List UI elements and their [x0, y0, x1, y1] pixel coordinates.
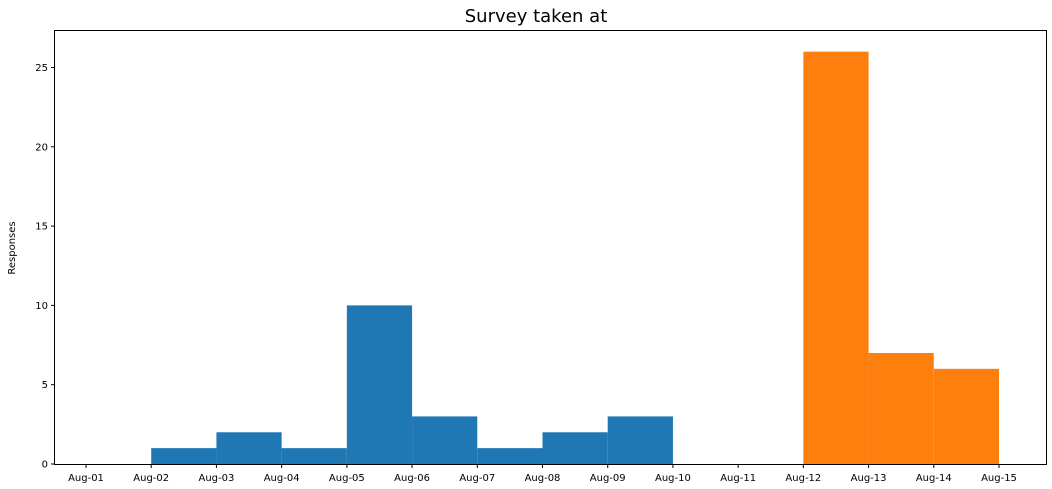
x-tick-label: Aug-02 [133, 473, 169, 484]
y-tick-label: 25 [35, 63, 48, 74]
bars-layer [151, 51, 999, 464]
x-tick-label: Aug-06 [394, 473, 430, 484]
bar-aug-05-series-1 [346, 305, 413, 464]
x-axis-ticks: Aug-01 Aug-02 Aug-03 Aug-04 Aug-05 Aug-06 Aug-… [68, 464, 1017, 484]
x-tick-label: Aug-14 [916, 473, 952, 484]
bar-aug-12-series-2 [803, 51, 869, 464]
y-axis-label: Responses [7, 221, 18, 274]
bar-aug-06-series-1 [412, 416, 478, 464]
y-tick-label: 0 [42, 460, 48, 471]
x-tick-label: Aug-13 [851, 473, 887, 484]
x-tick-label: Aug-15 [981, 473, 1017, 484]
bar-aug-07-series-1 [477, 448, 543, 464]
bar-aug-09-series-1 [607, 416, 673, 464]
x-tick-label: Aug-03 [198, 473, 234, 484]
bar-aug-02-series-1 [151, 448, 217, 464]
bar-aug-14-series-2 [933, 368, 999, 464]
x-tick-label: Aug-01 [68, 473, 104, 484]
bar-aug-04-series-1 [281, 448, 347, 464]
x-tick-label: Aug-11 [720, 473, 756, 484]
y-tick-label: 10 [35, 301, 48, 312]
bar-aug-08-series-1 [542, 432, 608, 464]
x-tick-label: Aug-08 [525, 473, 561, 484]
x-tick-label: Aug-12 [785, 473, 821, 484]
x-tick-label: Aug-07 [459, 473, 495, 484]
x-tick-label: Aug-05 [329, 473, 365, 484]
y-tick-label: 15 [35, 222, 48, 233]
y-tick-label: 5 [42, 380, 48, 391]
x-tick-label: Aug-09 [590, 473, 626, 484]
y-tick-label: 20 [35, 142, 48, 153]
chart-title: Survey taken at [465, 6, 608, 27]
bar-aug-03-series-1 [216, 432, 282, 464]
plot-frame [54, 30, 1047, 465]
x-tick-label: Aug-04 [264, 473, 300, 484]
y-axis-ticks: 0 5 10 15 20 25 [35, 63, 55, 471]
bar-aug-13-series-2 [868, 352, 934, 464]
x-tick-label: Aug-10 [655, 473, 691, 484]
